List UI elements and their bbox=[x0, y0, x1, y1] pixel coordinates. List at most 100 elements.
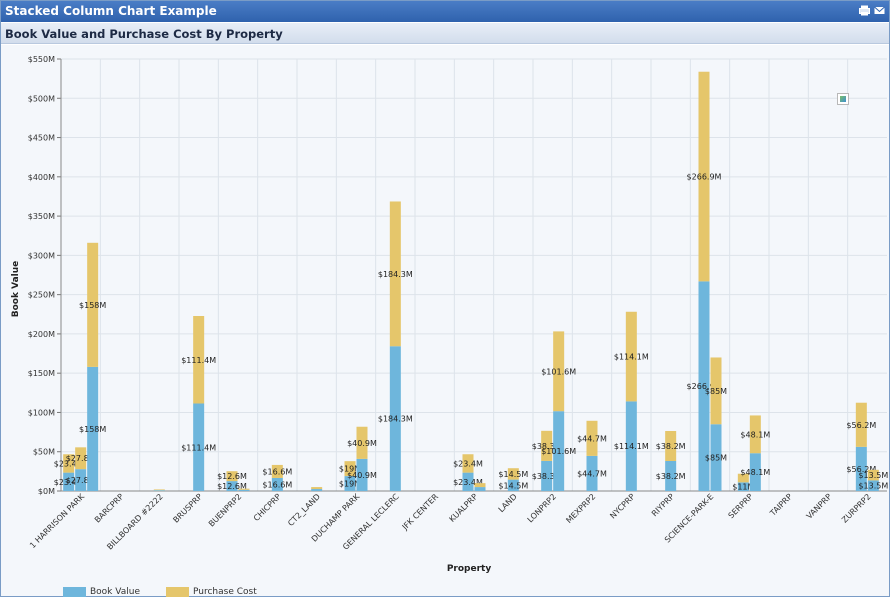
bar-book-value bbox=[749, 453, 761, 491]
y-tick-label: $450M bbox=[28, 134, 55, 143]
bar-purchase-cost bbox=[737, 473, 749, 483]
legend-swatch-book-value bbox=[63, 587, 86, 597]
data-label-book-value: $38.3M bbox=[532, 472, 562, 481]
data-label-book-value: $12.6M bbox=[217, 482, 247, 491]
data-label-book-value: $27.8M bbox=[66, 476, 96, 485]
data-label-purchase-cost: $56.2M bbox=[846, 421, 876, 430]
bar-purchase-cost bbox=[389, 201, 401, 347]
mail-icon[interactable] bbox=[874, 5, 885, 16]
data-label-book-value: $23.4M bbox=[453, 478, 483, 487]
data-label-book-value: $56.2M bbox=[846, 465, 876, 474]
data-label-purchase-cost: $14.5M bbox=[498, 470, 528, 479]
bar-purchase-cost bbox=[193, 316, 205, 404]
y-tick-label: $300M bbox=[28, 251, 55, 260]
y-tick-label: $100M bbox=[28, 408, 55, 417]
bar-purchase-cost bbox=[586, 420, 598, 456]
bar-book-value bbox=[855, 446, 867, 491]
data-label-purchase-cost: $23.4M bbox=[54, 459, 84, 468]
data-label-book-value: $44.7M bbox=[577, 469, 607, 478]
bar-purchase-cost bbox=[665, 430, 677, 461]
x-tick-label: LAND bbox=[497, 492, 519, 514]
bar-book-value bbox=[474, 487, 486, 491]
legend-swatch-purchase-cost bbox=[165, 587, 189, 597]
bar-purchase-cost bbox=[462, 454, 474, 473]
x-tick-label: VANPRP bbox=[805, 492, 834, 521]
bar-book-value bbox=[586, 455, 598, 491]
bar-book-value bbox=[737, 482, 749, 491]
chart-area: $0M $50M $100M $150M $200M $250M $300M $350M $40… bbox=[1, 45, 889, 597]
data-label-purchase-cost: $40.9M bbox=[347, 439, 377, 448]
data-label-book-value: $14.5M bbox=[498, 481, 528, 490]
title-bar: Stacked Column Chart Example bbox=[1, 1, 889, 22]
x-tick-label: ZURPRP2 bbox=[840, 492, 873, 525]
data-label-book-value: $16.6M bbox=[262, 480, 292, 489]
y-axis-title: Book Value bbox=[11, 261, 21, 318]
data-label-purchase-cost: $27.8M bbox=[66, 454, 96, 463]
data-label-book-value: $266.9M bbox=[687, 382, 722, 391]
x-tick-label: KUALPRP bbox=[448, 492, 480, 524]
bar-book-value bbox=[507, 479, 519, 491]
bar-purchase-cost bbox=[507, 468, 519, 480]
bar-purchase-cost bbox=[311, 487, 323, 490]
bar-purchase-cost bbox=[271, 464, 283, 478]
bar-book-value bbox=[541, 460, 553, 491]
data-label-purchase-cost: $23.4M bbox=[453, 459, 483, 468]
legend-item-book-value[interactable]: Book Value bbox=[63, 587, 140, 597]
data-label-book-value: $40.9M bbox=[347, 471, 377, 480]
y-tick-label: $350M bbox=[28, 212, 55, 221]
x-tick-label: JFK CENTER bbox=[400, 492, 441, 533]
print-icon[interactable] bbox=[859, 5, 870, 16]
bar-book-value bbox=[344, 476, 356, 491]
data-label-purchase-cost: $19M bbox=[339, 465, 361, 474]
x-tick-label: BRUSPRP bbox=[171, 492, 204, 525]
y-tick-label: $250M bbox=[28, 291, 55, 300]
data-label-book-value: $114.1M bbox=[614, 442, 649, 451]
bar-book-value bbox=[271, 477, 283, 491]
bar-book-value bbox=[87, 366, 99, 491]
y-tick-label: $50M bbox=[33, 448, 55, 457]
y-tick-label: $150M bbox=[28, 369, 55, 378]
data-label-purchase-cost: $16.6M bbox=[262, 467, 292, 476]
data-label-book-value: $48.1M bbox=[740, 468, 770, 477]
x-tick-label: CHICPRP bbox=[252, 492, 283, 523]
data-label-book-value: $111.4M bbox=[181, 443, 216, 452]
data-label-book-value: $38.2M bbox=[656, 472, 686, 481]
y-tick-label: $400M bbox=[28, 173, 55, 182]
data-label-book-value: $158M bbox=[79, 425, 106, 434]
legend-label-purchase-cost: Purchase Cost bbox=[192, 587, 257, 597]
bar-book-value bbox=[710, 424, 722, 491]
bar-purchase-cost bbox=[344, 461, 356, 477]
data-label-purchase-cost: $38.3M bbox=[532, 442, 562, 451]
broken-image-icon bbox=[837, 93, 849, 105]
data-label-purchase-cost: $38.2M bbox=[656, 442, 686, 451]
x-tick-label: BUENPRP2 bbox=[207, 492, 244, 529]
data-label-purchase-cost: $184.3M bbox=[378, 270, 413, 279]
chart-legend[interactable]: Book Value Purchase Cost bbox=[63, 587, 257, 597]
bar-purchase-cost bbox=[855, 402, 867, 447]
bar-purchase-cost bbox=[698, 71, 710, 282]
x-tick-label: TAIPRP bbox=[768, 492, 795, 519]
data-label-book-value: $19M bbox=[339, 480, 361, 489]
y-tick-label: $0M bbox=[38, 487, 55, 496]
data-label-purchase-cost: $158M bbox=[79, 301, 106, 310]
data-label-book-value: $85M bbox=[705, 454, 727, 463]
bar-purchase-cost bbox=[153, 489, 165, 491]
legend-label-book-value: Book Value bbox=[90, 587, 140, 597]
bar-purchase-cost bbox=[749, 415, 761, 454]
bar-purchase-cost bbox=[238, 488, 250, 490]
legend-item-purchase-cost[interactable]: Purchase Cost bbox=[165, 587, 257, 597]
bar-purchase-cost bbox=[541, 430, 553, 461]
data-label-purchase-cost: $44.7M bbox=[577, 434, 607, 443]
panel-title: Book Value and Purchase Cost By Property bbox=[5, 27, 283, 41]
x-tick-label: BARCPRP bbox=[93, 492, 126, 525]
bar-book-value bbox=[553, 411, 565, 491]
data-label-purchase-cost: $266.9M bbox=[687, 173, 722, 182]
bar-book-value bbox=[356, 458, 368, 491]
bar-book-value bbox=[63, 472, 75, 491]
x-tick-label: NYCPRP bbox=[608, 492, 637, 521]
bar-purchase-cost bbox=[553, 331, 565, 412]
bar-book-value bbox=[625, 401, 637, 491]
data-label-book-value: $101.6M bbox=[541, 447, 576, 456]
window-title: Stacked Column Chart Example bbox=[5, 4, 217, 18]
data-label-purchase-cost: $12.6M bbox=[217, 472, 247, 481]
